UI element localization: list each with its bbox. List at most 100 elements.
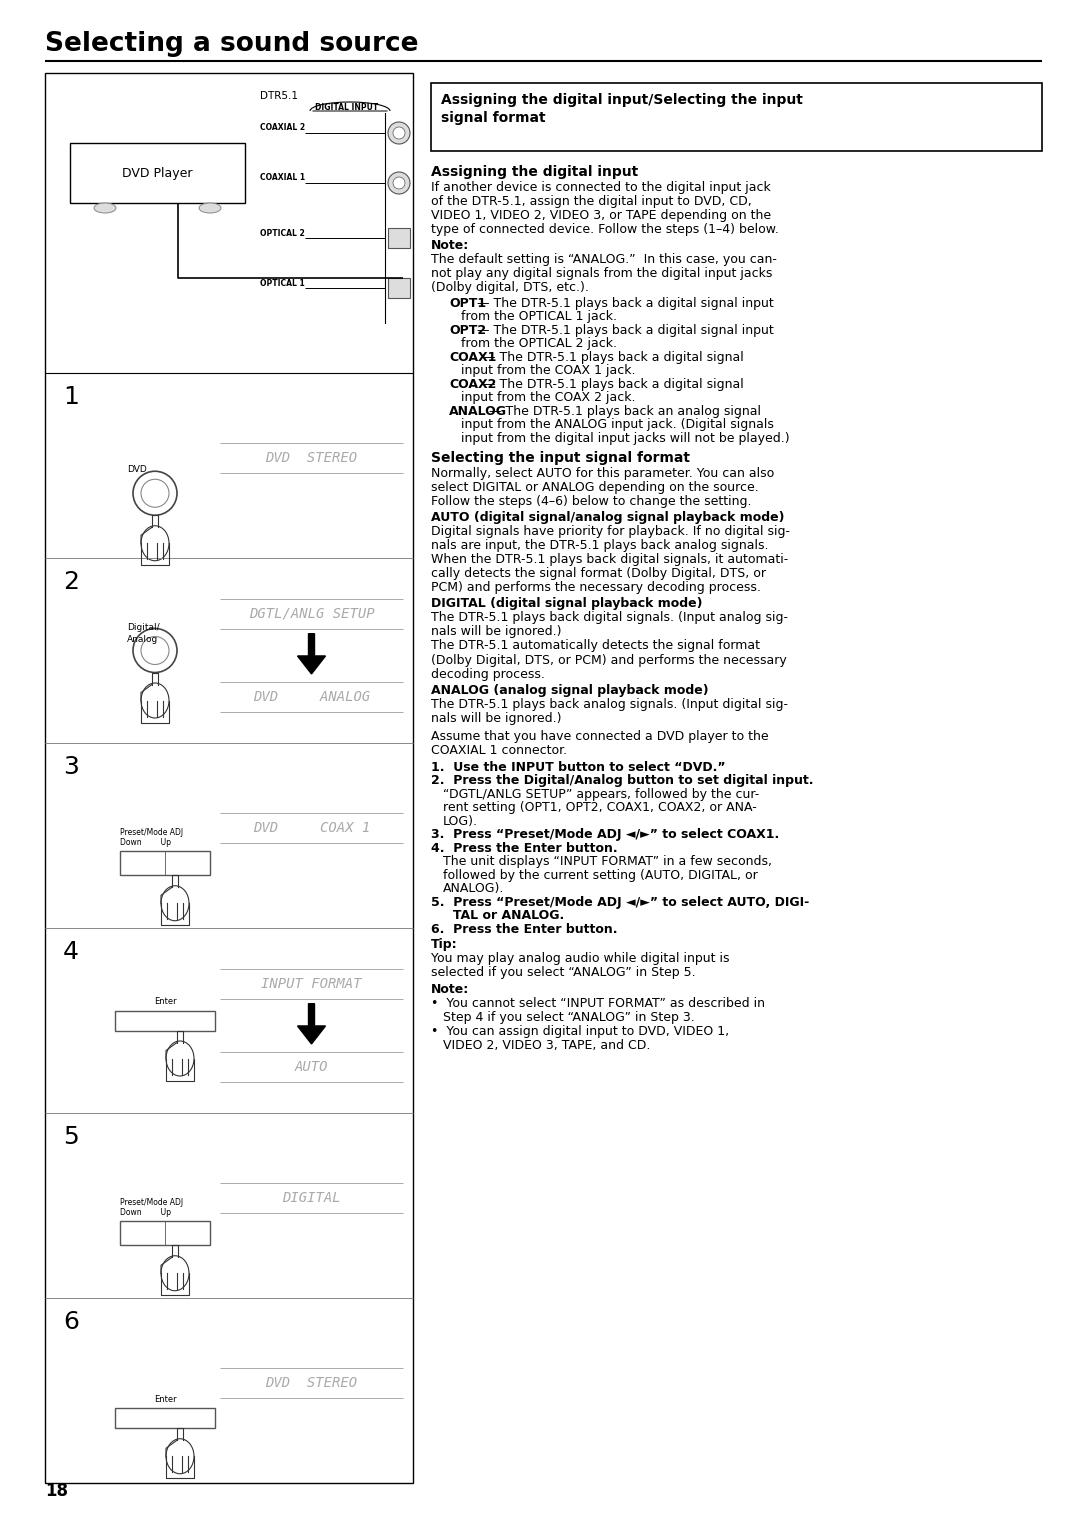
Text: — The DTR-5.1 plays back an analog signal: — The DTR-5.1 plays back an analog signa…	[485, 405, 761, 417]
Circle shape	[141, 480, 168, 507]
Text: The unit displays “INPUT FORMAT” in a few seconds,: The unit displays “INPUT FORMAT” in a fe…	[443, 856, 772, 868]
Text: The default setting is “ANALOG.”  In this case, you can-: The default setting is “ANALOG.” In this…	[431, 252, 777, 266]
Text: Preset/Mode ADJ: Preset/Mode ADJ	[120, 1198, 184, 1207]
Text: decoding process.: decoding process.	[431, 668, 545, 680]
Text: nals will be ignored.): nals will be ignored.)	[431, 712, 562, 724]
Text: ANALOG (analog signal playback mode): ANALOG (analog signal playback mode)	[431, 683, 708, 697]
Bar	[45, 73, 413, 1484]
Text: 6: 6	[63, 1309, 79, 1334]
Text: DVD: DVD	[127, 465, 147, 474]
Text: OPT1: OPT1	[449, 296, 486, 310]
Text: 1: 1	[63, 385, 79, 410]
Text: 5: 5	[63, 1125, 79, 1149]
Text: Digital signals have priority for playback. If no digital sig-: Digital signals have priority for playba…	[431, 526, 789, 538]
Text: VIDEO 2, VIDEO 3, TAPE, and CD.: VIDEO 2, VIDEO 3, TAPE, and CD.	[431, 1039, 650, 1051]
Text: Normally, select AUTO for this parameter. You can also: Normally, select AUTO for this parameter…	[431, 468, 774, 480]
Text: DGTL/ANLG SETUP: DGTL/ANLG SETUP	[248, 607, 375, 620]
Circle shape	[388, 122, 410, 144]
Text: Assigning the digital input/Selecting the input: Assigning the digital input/Selecting th…	[441, 93, 802, 107]
Text: 3: 3	[63, 755, 79, 779]
Text: Follow the steps (4–6) below to change the setting.: Follow the steps (4–6) below to change t…	[431, 495, 752, 507]
Text: select DIGITAL or ANALOG depending on the source.: select DIGITAL or ANALOG depending on th…	[431, 481, 759, 494]
Text: 6.  Press the Enter button.: 6. Press the Enter button.	[431, 923, 618, 935]
Text: DIGITAL INPUT: DIGITAL INPUT	[315, 102, 378, 112]
Polygon shape	[297, 634, 325, 674]
Text: input from the ANALOG input jack. (Digital signals: input from the ANALOG input jack. (Digit…	[461, 419, 774, 431]
Text: cally detects the signal format (Dolby Digital, DTS, or: cally detects the signal format (Dolby D…	[431, 567, 766, 581]
Text: of the DTR-5.1, assign the digital input to DVD, CD,: of the DTR-5.1, assign the digital input…	[431, 194, 752, 208]
Ellipse shape	[166, 1041, 194, 1076]
Text: PCM) and performs the necessary decoding process.: PCM) and performs the necessary decoding…	[431, 581, 761, 594]
Text: AUTO (digital signal/analog signal playback mode): AUTO (digital signal/analog signal playb…	[431, 510, 784, 524]
Text: nals are input, the DTR-5.1 plays back analog signals.: nals are input, the DTR-5.1 plays back a…	[431, 539, 769, 552]
Text: DTR5.1: DTR5.1	[260, 92, 298, 101]
Text: (Dolby Digital, DTS, or PCM) and performs the necessary: (Dolby Digital, DTS, or PCM) and perform…	[431, 654, 786, 666]
Text: Digital/: Digital/	[127, 622, 160, 631]
Text: DIGITAL: DIGITAL	[282, 1192, 341, 1206]
Text: If another device is connected to the digital input jack: If another device is connected to the di…	[431, 180, 771, 194]
Text: — The DTR-5.1 plays back a digital signal input: — The DTR-5.1 plays back a digital signa…	[473, 324, 773, 336]
Text: COAX2: COAX2	[449, 377, 497, 391]
Text: selected if you select “ANALOG” in Step 5.: selected if you select “ANALOG” in Step …	[431, 967, 696, 979]
Text: rent setting (OPT1, OPT2, COAX1, COAX2, or ANA-: rent setting (OPT1, OPT2, COAX1, COAX2, …	[443, 801, 757, 814]
Text: Note:: Note:	[431, 238, 469, 252]
Text: 4: 4	[63, 940, 79, 964]
Text: LOG).: LOG).	[443, 814, 478, 828]
Text: from the OPTICAL 1 jack.: from the OPTICAL 1 jack.	[461, 310, 617, 324]
Text: signal format: signal format	[441, 112, 545, 125]
Text: The DTR-5.1 plays back analog signals. (Input digital sig-: The DTR-5.1 plays back analog signals. (…	[431, 698, 788, 711]
Circle shape	[133, 471, 177, 515]
Text: The DTR-5.1 plays back digital signals. (Input analog sig-: The DTR-5.1 plays back digital signals. …	[431, 611, 788, 625]
Text: The DTR-5.1 automatically detects the signal format: The DTR-5.1 automatically detects the si…	[431, 640, 760, 652]
Text: COAXIAL 2: COAXIAL 2	[260, 124, 306, 133]
Text: Selecting the input signal format: Selecting the input signal format	[431, 451, 690, 466]
Text: OPT2: OPT2	[449, 324, 486, 336]
Text: nals will be ignored.): nals will be ignored.)	[431, 625, 562, 639]
Text: from the OPTICAL 2 jack.: from the OPTICAL 2 jack.	[461, 338, 617, 350]
Text: Assigning the digital input: Assigning the digital input	[431, 165, 638, 179]
Text: DIGITAL (digital signal playback mode): DIGITAL (digital signal playback mode)	[431, 597, 702, 610]
Bar	[431, 83, 1042, 151]
Text: 4.  Press the Enter button.: 4. Press the Enter button.	[431, 842, 618, 854]
Text: input from the COAX 1 jack.: input from the COAX 1 jack.	[461, 364, 635, 377]
Bar	[70, 144, 245, 203]
Text: Preset/Mode ADJ: Preset/Mode ADJ	[120, 828, 184, 837]
Text: 1.  Use the INPUT button to select “DVD.”: 1. Use the INPUT button to select “DVD.”	[431, 761, 726, 773]
Bar	[114, 1010, 215, 1030]
Text: 2.  Press the Digital/Analog button to set digital input.: 2. Press the Digital/Analog button to se…	[431, 775, 813, 787]
Ellipse shape	[141, 683, 168, 718]
Text: Down        Up: Down Up	[120, 839, 171, 847]
Text: VIDEO 1, VIDEO 2, VIDEO 3, or TAPE depending on the: VIDEO 1, VIDEO 2, VIDEO 3, or TAPE depen…	[431, 209, 771, 222]
Bar	[388, 228, 410, 248]
Text: followed by the current setting (AUTO, DIGITAL, or: followed by the current setting (AUTO, D…	[443, 869, 758, 882]
Ellipse shape	[166, 1439, 194, 1473]
Text: 5.  Press “Preset/Mode ADJ ◄/►” to select AUTO, DIGI-: 5. Press “Preset/Mode ADJ ◄/►” to select…	[431, 895, 809, 909]
Circle shape	[141, 637, 168, 665]
Text: Note:: Note:	[431, 983, 469, 996]
Bar	[120, 1221, 210, 1245]
Text: OPTICAL 2: OPTICAL 2	[260, 229, 305, 237]
Text: AUTO: AUTO	[295, 1060, 328, 1074]
Text: DVD  STEREO: DVD STEREO	[266, 451, 357, 466]
Text: Step 4 if you select “ANALOG” in Step 3.: Step 4 if you select “ANALOG” in Step 3.	[431, 1010, 694, 1024]
Text: •  You cannot select “INPUT FORMAT” as described in: • You cannot select “INPUT FORMAT” as de…	[431, 996, 765, 1010]
Text: Selecting a sound source: Selecting a sound source	[45, 31, 419, 57]
Text: COAXIAL 1: COAXIAL 1	[260, 174, 306, 182]
Circle shape	[393, 127, 405, 139]
Circle shape	[393, 177, 405, 189]
Text: INPUT FORMAT: INPUT FORMAT	[261, 976, 362, 990]
Ellipse shape	[141, 526, 168, 561]
Text: Enter: Enter	[153, 1395, 176, 1404]
Text: COAX1: COAX1	[449, 351, 497, 364]
Text: TAL or ANALOG.: TAL or ANALOG.	[431, 909, 564, 923]
Text: Enter: Enter	[153, 998, 176, 1007]
Bar	[114, 1409, 215, 1429]
Ellipse shape	[94, 203, 116, 212]
Text: DVD Player: DVD Player	[122, 167, 192, 179]
Text: OPTICAL 1: OPTICAL 1	[260, 278, 305, 287]
Text: Down        Up: Down Up	[120, 1209, 171, 1218]
Text: 3.  Press “Preset/Mode ADJ ◄/►” to select COAX1.: 3. Press “Preset/Mode ADJ ◄/►” to select…	[431, 828, 780, 842]
Text: input from the COAX 2 jack.: input from the COAX 2 jack.	[461, 391, 635, 405]
Text: 18: 18	[45, 1482, 68, 1500]
Text: — The DTR-5.1 plays back a digital signal: — The DTR-5.1 plays back a digital signa…	[480, 377, 744, 391]
